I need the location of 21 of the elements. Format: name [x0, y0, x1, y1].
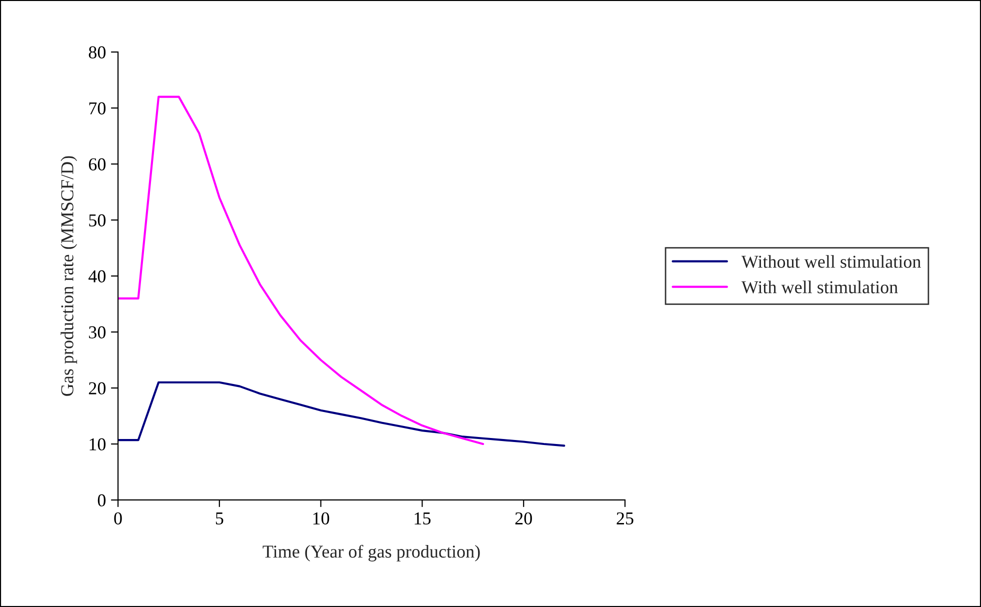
y-tick-label: 30	[89, 326, 106, 338]
y-tick-label: 10	[90, 438, 106, 450]
x-tick-label: 5	[216, 512, 224, 524]
x-axis-title: Time (Year of gas production)	[262, 544, 480, 562]
x-tick-label: 15	[414, 512, 431, 524]
y-tick-label: 80	[88, 46, 106, 58]
y-tick-label: 50	[89, 214, 106, 226]
line-series	[118, 96, 484, 446]
x-tick-label: 0	[114, 512, 122, 524]
y-tick-label: 20	[88, 382, 106, 394]
legend-label: With well stimulation	[741, 280, 898, 294]
legend-label: Without well stimulation	[741, 255, 921, 268]
x-tick-label: 25	[616, 512, 634, 524]
x-tick-label: 20	[515, 512, 532, 524]
y-tick-label: 40	[88, 270, 106, 282]
line-series	[118, 381, 566, 447]
y-axis-title: Gas production rate (MMSCF/D)	[60, 156, 78, 396]
y-tick-label: 70	[89, 102, 106, 114]
y-tick-label: 60	[88, 158, 106, 170]
y-tick-label: 0	[98, 494, 106, 506]
x-tick-label: 10	[313, 512, 330, 524]
